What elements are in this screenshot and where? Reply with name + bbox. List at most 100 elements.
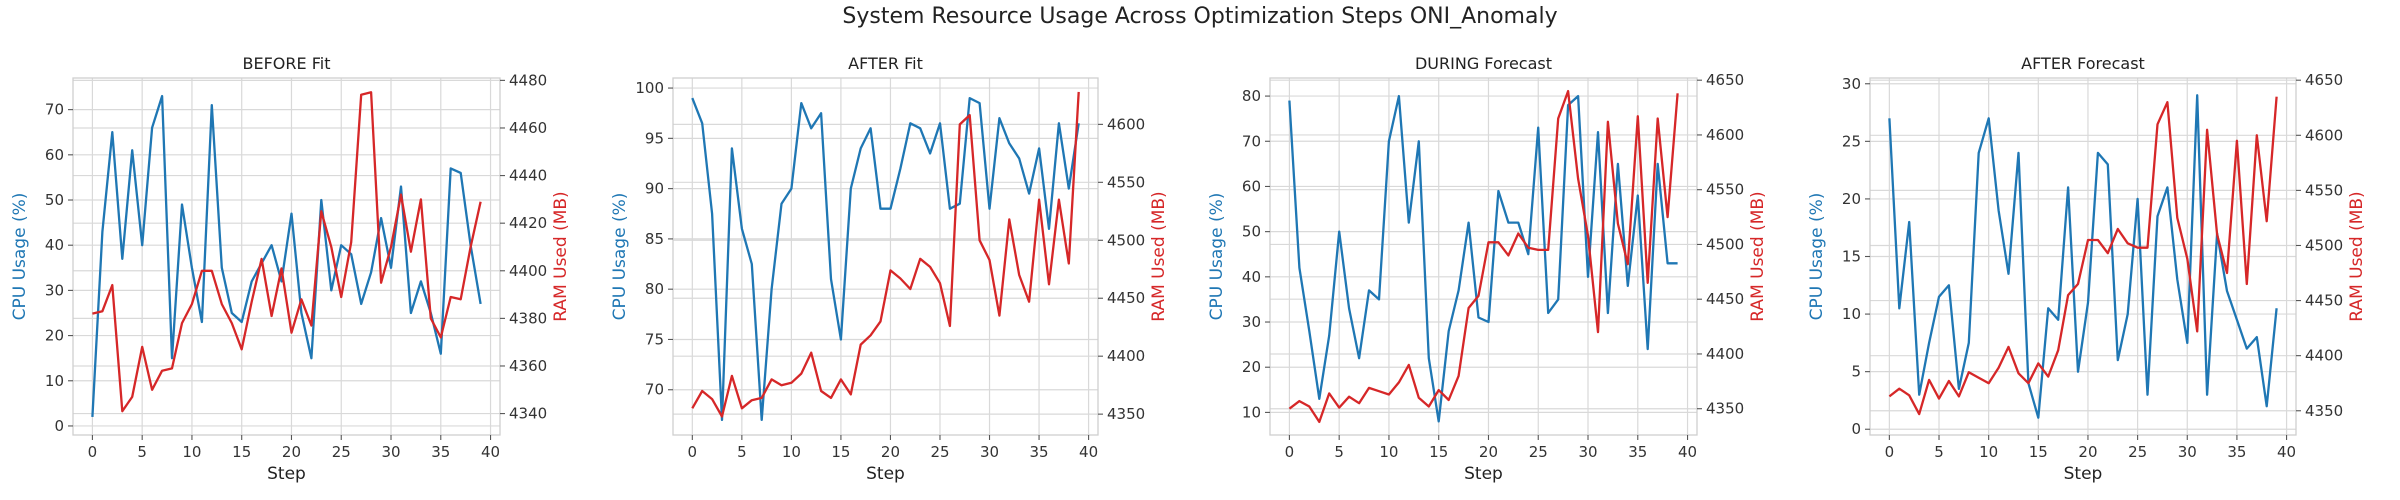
x-tick-label: 5 xyxy=(737,443,747,461)
x-axis-label: Step xyxy=(2064,464,2103,484)
y-tick-label-left: 10 xyxy=(1242,403,1261,421)
subplot-title: AFTER Fit xyxy=(848,54,923,73)
y-axis-label-cpu: CPU Usage (%) xyxy=(10,193,30,321)
x-tick-label: 30 xyxy=(1578,443,1597,461)
y-tick-label-left: 60 xyxy=(45,146,64,164)
y-tick-label-right: 4550 xyxy=(2305,181,2343,199)
subplot-title: AFTER Forecast xyxy=(2021,54,2145,73)
x-tick-label: 5 xyxy=(137,443,147,461)
y-tick-label-right: 4460 xyxy=(509,119,547,137)
y-tick-label-left: 5 xyxy=(1851,363,1861,381)
x-tick-label: 35 xyxy=(1030,443,1049,461)
subplot-title: BEFORE Fit xyxy=(243,54,331,73)
y-tick-label-right: 4400 xyxy=(1706,345,1744,363)
y-tick-label-left: 10 xyxy=(1842,305,1861,323)
y-tick-label-left: 30 xyxy=(1242,313,1261,331)
ram-series-line xyxy=(92,91,482,413)
y-tick-label-left: 30 xyxy=(45,281,64,299)
x-tick-label: 20 xyxy=(2078,443,2097,461)
figure-title: System Resource Usage Across Optimizatio… xyxy=(842,4,1558,29)
y-tick-label-right: 4400 xyxy=(509,262,547,280)
subplot-2: 0 5 10 15 20 25 30 35 40 70 75 80 85 90 95 100 4350 4400 4… xyxy=(610,54,1169,484)
cpu-series-line xyxy=(691,96,1080,422)
x-tick-label: 0 xyxy=(688,443,698,461)
x-tick-label: 35 xyxy=(1628,443,1647,461)
x-tick-label: 15 xyxy=(232,443,251,461)
x-tick-label: 25 xyxy=(930,443,949,461)
x-tick-label: 0 xyxy=(88,443,98,461)
y-tick-label-left: 70 xyxy=(45,101,64,119)
x-tick-label: 20 xyxy=(881,443,900,461)
plot-frame xyxy=(1269,77,1698,436)
y-tick-label-left: 30 xyxy=(1842,75,1861,93)
y-tick-label-left: 20 xyxy=(1242,358,1261,376)
x-tick-label: 0 xyxy=(1285,443,1295,461)
x-tick-label: 20 xyxy=(1479,443,1498,461)
y-tick-label-right: 4600 xyxy=(1706,126,1744,144)
y-tick-label-right: 4600 xyxy=(1107,115,1145,133)
plot-frame xyxy=(672,77,1099,436)
y-tick-label-right: 4340 xyxy=(509,405,547,423)
y-tick-label-right: 4350 xyxy=(2305,402,2343,420)
y-tick-label-left: 60 xyxy=(1242,177,1261,195)
y-tick-label-right: 4400 xyxy=(2305,347,2343,365)
cpu-series-line xyxy=(91,94,482,417)
y-tick-label-left: 0 xyxy=(1851,420,1861,438)
y-tick-label-left: 50 xyxy=(45,191,64,209)
y-tick-label-right: 4480 xyxy=(509,71,547,89)
subplot-4: 0 5 10 15 20 25 30 35 40 0 5 10 15 20 25 30 4350 4400 4450… xyxy=(1807,54,2367,484)
y-tick-label-right: 4500 xyxy=(1107,231,1145,249)
y-tick-label-right: 4550 xyxy=(1706,181,1744,199)
y-tick-label-left: 80 xyxy=(1242,87,1261,105)
x-tick-label: 40 xyxy=(1079,443,1098,461)
y-tick-label-right: 4400 xyxy=(1107,347,1145,365)
ram-series-line xyxy=(691,91,1080,418)
subplot-title: DURING Forecast xyxy=(1415,54,1552,73)
x-tick-label: 15 xyxy=(831,443,850,461)
y-tick-label-right: 4600 xyxy=(2305,126,2343,144)
x-tick-label: 0 xyxy=(1885,443,1895,461)
x-axis-label: Step xyxy=(866,464,905,484)
y-tick-label-right: 4420 xyxy=(509,214,547,232)
y-tick-label-left: 20 xyxy=(45,327,64,345)
subplot-3: 0 5 10 15 20 25 30 35 40 10 20 30 40 50 60 70 80 4350 4400… xyxy=(1207,54,1768,484)
y-tick-label-left: 70 xyxy=(1242,132,1261,150)
y-tick-label-right: 4380 xyxy=(509,309,547,327)
x-tick-label: 30 xyxy=(2178,443,2197,461)
x-tick-label: 25 xyxy=(332,443,351,461)
y-axis-label-ram: RAM Used (MB) xyxy=(2347,191,2367,321)
y-tick-label-left: 25 xyxy=(1842,132,1861,150)
y-axis-label-ram: RAM Used (MB) xyxy=(1748,191,1768,321)
y-tick-label-left: 15 xyxy=(1842,248,1861,266)
x-tick-label: 25 xyxy=(2128,443,2147,461)
y-tick-label-left: 10 xyxy=(45,372,64,390)
y-tick-label-right: 4440 xyxy=(509,167,547,185)
y-tick-label-left: 90 xyxy=(645,180,664,198)
x-tick-label: 40 xyxy=(2277,443,2296,461)
x-tick-label: 25 xyxy=(1529,443,1548,461)
y-axis-label-cpu: CPU Usage (%) xyxy=(1207,193,1227,321)
y-tick-label-left: 70 xyxy=(645,381,664,399)
x-axis-label: Step xyxy=(1464,464,1503,484)
x-tick-label: 20 xyxy=(282,443,301,461)
x-tick-label: 35 xyxy=(2227,443,2246,461)
y-tick-label-left: 80 xyxy=(645,280,664,298)
x-tick-label: 40 xyxy=(1678,443,1697,461)
x-tick-label: 15 xyxy=(1429,443,1448,461)
plot-frame xyxy=(72,77,501,436)
y-tick-label-right: 4360 xyxy=(509,357,547,375)
y-axis-label-cpu: CPU Usage (%) xyxy=(610,193,630,321)
y-axis-label-ram: RAM Used (MB) xyxy=(551,191,571,321)
ram-series-line xyxy=(1288,89,1679,424)
y-tick-label-left: 75 xyxy=(645,330,664,348)
x-tick-label: 15 xyxy=(2029,443,2048,461)
y-tick-label-left: 40 xyxy=(45,236,64,254)
x-tick-label: 10 xyxy=(182,443,201,461)
x-tick-label: 10 xyxy=(1379,443,1398,461)
ram-series-line xyxy=(1888,96,2278,416)
y-tick-label-right: 4650 xyxy=(2305,71,2343,89)
y-tick-label-left: 0 xyxy=(54,417,64,435)
cpu-series-line xyxy=(1888,94,2278,419)
